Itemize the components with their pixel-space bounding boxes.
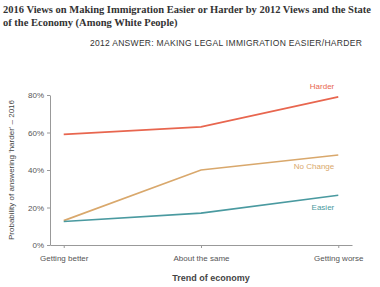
x-tick-mark xyxy=(64,245,65,248)
series-label: Harder xyxy=(310,82,335,91)
x-tick-mark xyxy=(338,245,339,248)
plot-area xyxy=(64,97,339,222)
series-label: No Change xyxy=(294,162,335,171)
series-label: Easier xyxy=(312,203,335,212)
y-axis-title: Probability of answering 'harder' – 2016 xyxy=(7,99,16,240)
x-tick-label: About the same xyxy=(173,254,230,263)
y-tick-mark xyxy=(47,170,50,171)
x-tick-label: Getting worse xyxy=(314,254,364,263)
y-axis: 0% 20% 40% 60% 80% xyxy=(28,91,51,250)
y-tick-label: 0% xyxy=(32,241,44,250)
y-tick-mark xyxy=(47,245,50,246)
x-axis: Getting better About the same Getting wors… xyxy=(40,245,364,263)
series-line xyxy=(64,195,339,221)
y-tick-label: 80% xyxy=(28,91,44,100)
y-tick: 0% xyxy=(32,241,50,250)
x-tick: About the same xyxy=(173,245,230,263)
title: 2016 Views on Making Immigration Easier … xyxy=(3,4,371,29)
y-tick-label: 40% xyxy=(28,166,44,175)
y-tick-mark xyxy=(47,133,50,134)
x-tick: Getting better xyxy=(40,245,89,263)
series-line xyxy=(64,97,339,135)
x-tick: Getting worse xyxy=(314,245,364,263)
y-tick-label: 20% xyxy=(28,204,44,213)
line-labels: Harder No Change Easier xyxy=(294,82,335,212)
y-tick: 20% xyxy=(28,204,50,213)
x-axis-title: Trend of economy xyxy=(172,273,250,283)
y-tick-mark xyxy=(47,208,50,209)
y-tick: 40% xyxy=(28,166,50,175)
subtitle: 2012 ANSWER: MAKING LEGAL IMMIGRATION EA… xyxy=(90,38,362,48)
y-tick: 60% xyxy=(28,129,50,138)
x-tick-label: Getting better xyxy=(40,254,89,263)
y-axis-line xyxy=(50,96,51,246)
x-tick-mark xyxy=(201,245,202,248)
y-tick-mark xyxy=(47,95,50,96)
chart: 2016 Views on Making Immigration Easier … xyxy=(0,0,380,287)
y-tick-label: 60% xyxy=(28,129,44,138)
series-line xyxy=(64,155,339,221)
y-tick: 80% xyxy=(28,91,50,100)
